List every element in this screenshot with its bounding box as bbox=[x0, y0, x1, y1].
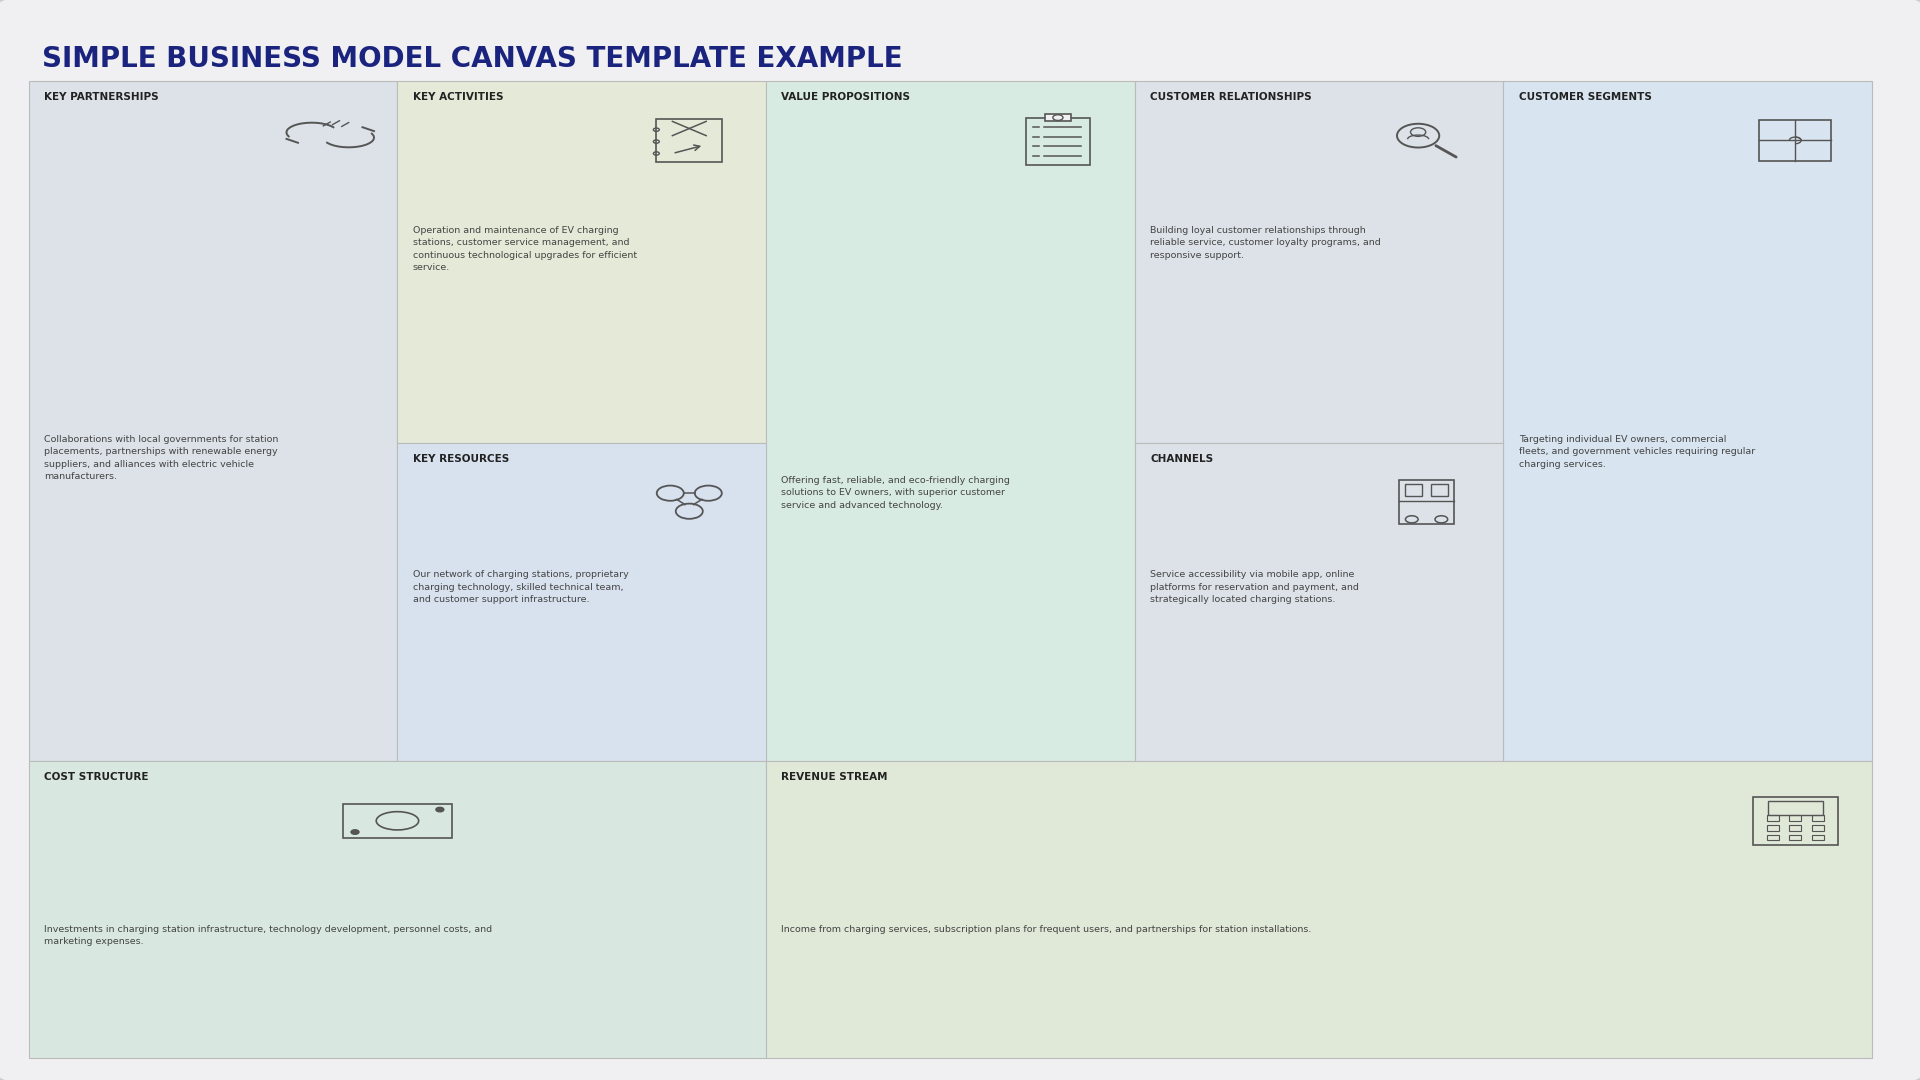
Text: Collaborations with local governments for station
placements, partnerships with : Collaborations with local governments fo… bbox=[44, 435, 278, 482]
Bar bbox=[1812, 825, 1824, 831]
FancyBboxPatch shape bbox=[766, 761, 1872, 1058]
Bar bbox=[1768, 801, 1822, 815]
Bar bbox=[1430, 484, 1448, 497]
FancyBboxPatch shape bbox=[766, 81, 1135, 761]
FancyBboxPatch shape bbox=[397, 443, 766, 761]
FancyBboxPatch shape bbox=[397, 81, 766, 443]
Bar bbox=[1766, 815, 1778, 821]
Text: CUSTOMER RELATIONSHIPS: CUSTOMER RELATIONSHIPS bbox=[1150, 92, 1311, 102]
Text: REVENUE STREAM: REVENUE STREAM bbox=[781, 772, 887, 782]
FancyBboxPatch shape bbox=[29, 81, 397, 761]
Bar bbox=[1766, 835, 1778, 840]
Text: SIMPLE BUSINESS MODEL CANVAS TEMPLATE EXAMPLE: SIMPLE BUSINESS MODEL CANVAS TEMPLATE EX… bbox=[42, 45, 902, 73]
Text: Building loyal customer relationships through
reliable service, customer loyalty: Building loyal customer relationships th… bbox=[1150, 226, 1380, 259]
Text: Operation and maintenance of EV charging
stations, customer service management, : Operation and maintenance of EV charging… bbox=[413, 226, 637, 272]
Text: KEY RESOURCES: KEY RESOURCES bbox=[413, 454, 509, 463]
FancyBboxPatch shape bbox=[1503, 81, 1872, 761]
Bar bbox=[1044, 114, 1071, 121]
Bar bbox=[1025, 118, 1091, 165]
Text: Offering fast, reliable, and eco-friendly charging
solutions to EV owners, with : Offering fast, reliable, and eco-friendl… bbox=[781, 475, 1010, 510]
Text: CUSTOMER SEGMENTS: CUSTOMER SEGMENTS bbox=[1519, 92, 1651, 102]
Text: Service accessibility via mobile app, online
platforms for reservation and payme: Service accessibility via mobile app, on… bbox=[1150, 570, 1359, 604]
Text: KEY PARTNERSHIPS: KEY PARTNERSHIPS bbox=[44, 92, 159, 102]
Bar bbox=[1812, 835, 1824, 840]
Bar bbox=[1766, 825, 1778, 831]
FancyBboxPatch shape bbox=[1135, 81, 1503, 443]
Bar bbox=[1789, 835, 1801, 840]
Circle shape bbox=[351, 829, 359, 834]
Circle shape bbox=[436, 808, 444, 812]
Text: Targeting individual EV owners, commercial
fleets, and government vehicles requi: Targeting individual EV owners, commerci… bbox=[1519, 435, 1755, 469]
Bar bbox=[1753, 797, 1837, 845]
Text: KEY ACTIVITIES: KEY ACTIVITIES bbox=[413, 92, 503, 102]
FancyBboxPatch shape bbox=[29, 761, 766, 1058]
Circle shape bbox=[1052, 114, 1064, 121]
Bar bbox=[1405, 484, 1423, 497]
Bar bbox=[1759, 120, 1832, 161]
Bar bbox=[657, 119, 722, 162]
FancyBboxPatch shape bbox=[1135, 443, 1503, 761]
Bar bbox=[1400, 480, 1453, 524]
Text: COST STRUCTURE: COST STRUCTURE bbox=[44, 772, 148, 782]
Bar bbox=[1789, 825, 1801, 831]
Text: VALUE PROPOSITIONS: VALUE PROPOSITIONS bbox=[781, 92, 910, 102]
Text: Income from charging services, subscription plans for frequent users, and partne: Income from charging services, subscript… bbox=[781, 924, 1311, 934]
Bar bbox=[1789, 815, 1801, 821]
Text: CHANNELS: CHANNELS bbox=[1150, 454, 1213, 463]
Text: Our network of charging stations, proprietary
charging technology, skilled techn: Our network of charging stations, propri… bbox=[413, 570, 628, 604]
Text: Investments in charging station infrastructure, technology development, personne: Investments in charging station infrastr… bbox=[44, 924, 492, 946]
Bar bbox=[1812, 815, 1824, 821]
Bar bbox=[342, 804, 453, 838]
